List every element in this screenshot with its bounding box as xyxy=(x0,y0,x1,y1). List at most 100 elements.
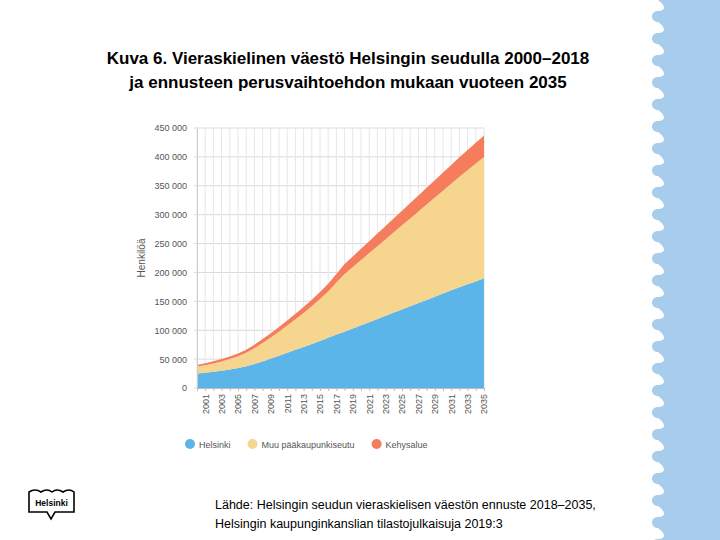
y-tick: 200 000 xyxy=(154,268,197,278)
y-tick: 150 000 xyxy=(154,297,197,307)
y-tick-label: 450 000 xyxy=(154,123,187,133)
x-tick xyxy=(279,388,280,391)
x-tick-mark xyxy=(263,388,264,391)
x-tick-label: 2003 xyxy=(217,394,227,414)
x-tick xyxy=(295,388,296,391)
x-tick-label: 2033 xyxy=(463,394,473,414)
x-tick-label: 2023 xyxy=(381,394,391,414)
x-tick-mark xyxy=(271,388,272,391)
x-tick: 2003 xyxy=(217,388,227,414)
background xyxy=(0,0,720,540)
y-tick-label: 400 000 xyxy=(154,152,187,162)
x-tick xyxy=(213,388,214,391)
x-tick-label: 2035 xyxy=(479,394,489,414)
x-tick-mark xyxy=(402,388,403,391)
x-tick xyxy=(197,388,198,391)
y-tick: 250 000 xyxy=(154,239,197,249)
x-tick-mark xyxy=(353,388,354,391)
x-tick-label: 2001 xyxy=(201,394,211,414)
x-tick: 2001 xyxy=(201,388,211,414)
x-tick-label: 2019 xyxy=(348,394,358,414)
x-tick-mark xyxy=(213,388,214,391)
x-tick xyxy=(246,388,247,391)
x-tick xyxy=(459,388,460,391)
border-decoration xyxy=(652,0,720,540)
x-axis: 2001200320052007200920112013201520172019… xyxy=(198,388,490,414)
x-tick xyxy=(312,388,313,391)
x-axis-line xyxy=(198,389,485,392)
x-tick-mark xyxy=(361,388,362,391)
x-tick-mark xyxy=(410,388,411,391)
legend-label: Helsinki xyxy=(199,440,231,450)
y-axis: 0 50 000 100 000 150 000 200 000 250 000 300 0… xyxy=(154,123,197,393)
x-tick-mark xyxy=(386,388,387,391)
x-tick-label: 2027 xyxy=(414,394,424,414)
x-tick-mark xyxy=(468,388,469,391)
x-tick-label: 2005 xyxy=(233,394,243,414)
x-tick-label: 2007 xyxy=(250,394,260,414)
x-tick-mark xyxy=(418,388,419,391)
x-tick-mark xyxy=(345,388,346,391)
x-tick-mark xyxy=(394,388,395,391)
x-tick-mark xyxy=(476,388,477,391)
y-tick: 350 000 xyxy=(154,181,197,191)
x-tick xyxy=(427,388,428,391)
y-tick: 300 000 xyxy=(154,210,197,220)
y-tick-label: 50 000 xyxy=(159,354,187,364)
x-tick: 2025 xyxy=(397,388,407,414)
grid-line xyxy=(229,128,230,388)
legend-swatch xyxy=(372,439,382,449)
series-area xyxy=(197,136,484,367)
grid-line xyxy=(213,128,214,388)
x-tick xyxy=(328,388,329,391)
x-tick-mark xyxy=(279,388,280,391)
x-tick-mark xyxy=(295,388,296,391)
x-tick-label: 2029 xyxy=(430,394,440,414)
x-tick-label: 2009 xyxy=(266,394,276,414)
x-tick xyxy=(394,388,395,391)
x-tick xyxy=(230,388,231,391)
y-axis-line xyxy=(197,129,198,389)
legend-label: Muu pääkaupunkiseutu xyxy=(262,440,355,450)
y-tick: 0 xyxy=(182,383,197,393)
x-tick-mark xyxy=(197,388,198,391)
source: Lähde: Helsingin seudun vieraskielisen v… xyxy=(215,498,596,512)
y-tick-label: 0 xyxy=(182,383,187,393)
x-tick-mark xyxy=(287,388,288,391)
grid-line xyxy=(246,128,247,388)
source: Helsingin kaupunginkanslian tilastojulka… xyxy=(215,517,503,531)
x-tick-mark xyxy=(312,388,313,391)
x-tick-mark xyxy=(304,388,305,391)
x-tick: 2035 xyxy=(479,388,489,414)
x-tick-mark xyxy=(222,388,223,391)
x-tick: 2021 xyxy=(365,388,375,414)
x-tick xyxy=(345,388,346,391)
y-tick: 450 000 xyxy=(154,123,197,133)
x-tick: 2023 xyxy=(381,388,391,414)
x-tick-mark xyxy=(254,388,255,391)
y-tick-label: 150 000 xyxy=(154,297,187,307)
grid-line xyxy=(205,128,206,388)
x-tick: 2027 xyxy=(414,388,424,414)
x-tick: 2013 xyxy=(299,388,309,414)
x-tick-mark xyxy=(427,388,428,391)
y-tick: 100 000 xyxy=(154,326,197,336)
y-tick-label: 200 000 xyxy=(154,268,187,278)
x-tick: 2011 xyxy=(283,388,293,413)
x-tick-mark xyxy=(484,388,485,391)
x-tick-mark xyxy=(451,388,452,391)
legend-item: Helsinki xyxy=(185,439,231,450)
x-tick: 2015 xyxy=(315,388,325,414)
x-tick: 2033 xyxy=(463,388,473,414)
x-tick-label: 2021 xyxy=(365,394,375,414)
logo-shape xyxy=(29,490,74,519)
x-tick: 2007 xyxy=(250,388,260,414)
logo: Helsinki xyxy=(29,490,74,519)
grid-line xyxy=(221,128,222,388)
y-tick: 50 000 xyxy=(159,354,197,364)
legend-swatch xyxy=(185,439,195,449)
x-tick: 2009 xyxy=(266,388,276,414)
grid xyxy=(194,128,484,388)
x-tick-mark xyxy=(459,388,460,391)
x-tick-mark xyxy=(336,388,337,391)
